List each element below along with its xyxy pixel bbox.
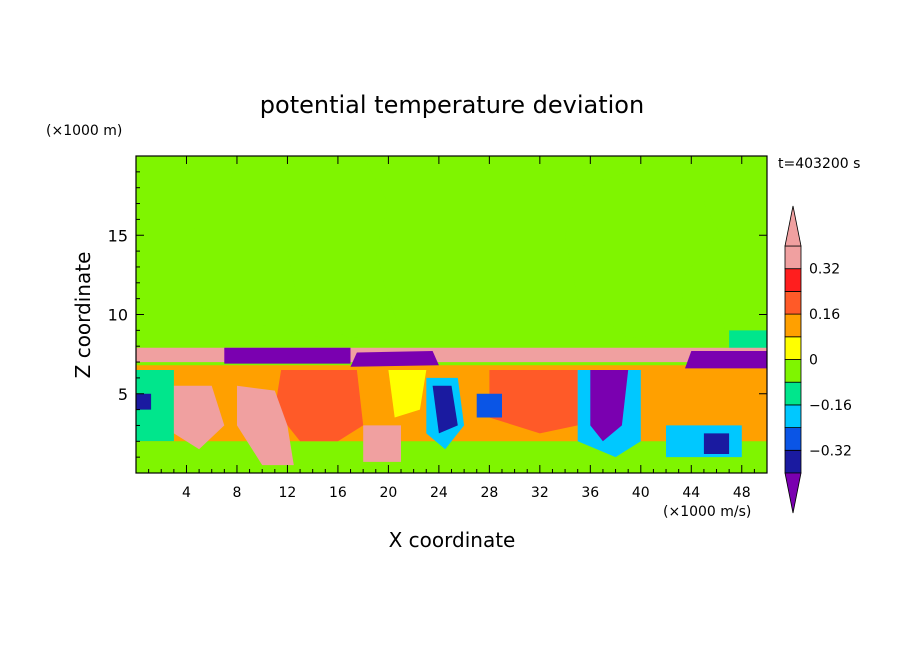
chart-title: potential temperature deviation [260, 91, 644, 119]
y-tick-label: 15 [108, 226, 128, 245]
colorbar-tick-label: −0.16 [809, 398, 852, 414]
contour-region [136, 298, 401, 347]
contour-region [703, 156, 767, 347]
colorbar-segment [784, 290, 802, 315]
colorbar-over-triangle [784, 205, 802, 247]
contour-region [565, 156, 717, 339]
contour-region [136, 393, 152, 410]
x-tick-label: 24 [430, 485, 448, 501]
plot-area [136, 156, 767, 473]
x-tick-label: 36 [581, 485, 599, 501]
contour-region [287, 156, 401, 339]
x-tick-label: 32 [531, 485, 549, 501]
colorbar-segment [784, 449, 802, 474]
contour-region [590, 370, 629, 442]
y-tick-label: 5 [118, 385, 128, 404]
colorbar-segment [784, 336, 802, 360]
y-tick-label: 10 [108, 306, 128, 325]
contour-region [224, 347, 351, 364]
x-axis-label: X coordinate [389, 528, 516, 552]
colorbar-segment [784, 313, 802, 338]
x-tick-label: 44 [682, 485, 700, 501]
x-unit-label: (×1000 m/s) [663, 504, 751, 520]
contour-region [685, 351, 767, 369]
colorbar-segment [784, 245, 802, 270]
colorbar-tick-label: −0.32 [809, 443, 852, 459]
colorbar-segment [784, 427, 802, 451]
contour-region [249, 401, 263, 418]
x-tick-label: 48 [733, 485, 751, 501]
y-axis-ticks: 5 10 15 [108, 171, 767, 458]
contour-region [729, 330, 767, 350]
time-label: t=403200 s [778, 156, 860, 172]
colorbar-segment [784, 268, 802, 292]
x-tick-label: 20 [379, 485, 397, 501]
x-axis-ticks: 4 8 12 16 20 24 28 32 36 40 44 48 [148, 156, 755, 501]
contour-region [476, 393, 502, 418]
x-tick-label: 4 [182, 485, 191, 501]
x-tick-label: 12 [279, 485, 297, 501]
contour-region [274, 370, 364, 442]
contour-region [268, 441, 282, 458]
x-tick-label: 28 [480, 485, 498, 501]
contour-region [703, 433, 730, 454]
contour-regions [136, 156, 767, 473]
contour-region [136, 156, 237, 315]
colorbar: 0.32 0.16 0 −0.16 −0.32 [784, 205, 852, 514]
x-tick-label: 8 [232, 485, 241, 501]
contour-region [350, 351, 439, 367]
colorbar-segment [784, 404, 802, 428]
colorbar-segment [784, 359, 802, 383]
contour-region [489, 370, 578, 434]
colorbar-tick-label: 0.16 [809, 307, 840, 323]
y-axis-label: Z coordinate [71, 252, 95, 379]
colorbar-under-triangle [784, 472, 802, 514]
x-tick-label: 40 [632, 485, 650, 501]
colorbar-tick-label: 0 [809, 353, 818, 369]
contour-region [432, 385, 458, 434]
contour-region [363, 425, 401, 462]
contour-region [388, 370, 427, 418]
y-unit-label: (×1000 m) [46, 123, 122, 139]
contour-region [173, 385, 225, 450]
colorbar-tick-label: 0.32 [809, 262, 840, 278]
x-tick-label: 16 [329, 485, 347, 501]
contour-region [136, 370, 174, 442]
colorbar-segment [784, 381, 802, 406]
